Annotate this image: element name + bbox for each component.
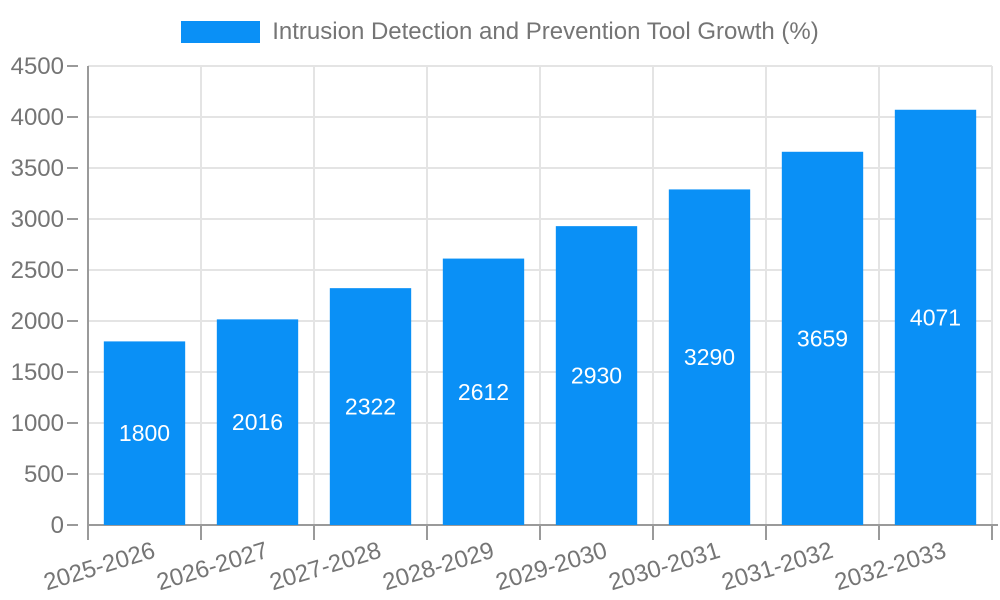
bar-value-label: 2612 <box>458 379 509 405</box>
bar-2031-2032[interactable] <box>781 151 864 526</box>
bar-2029-2030[interactable] <box>555 226 638 525</box>
legend-label: Intrusion Detection and Prevention Tool … <box>272 18 819 45</box>
x-axis-label-2028-2029: 2028-2029 <box>380 537 498 596</box>
x-axis-label-2026-2027: 2026-2027 <box>154 537 272 596</box>
bar-2026-2027[interactable] <box>216 319 299 525</box>
bar-2027-2028[interactable] <box>329 288 412 525</box>
x-axis-label-2030-2031: 2030-2031 <box>606 537 724 596</box>
bar-2028-2029[interactable] <box>442 258 525 525</box>
bar-value-label: 1800 <box>119 420 170 446</box>
x-axis-label-2027-2028: 2027-2028 <box>267 537 385 596</box>
y-axis-label: 4000 <box>11 104 64 131</box>
bar-value-label: 4071 <box>910 304 961 330</box>
y-axis-label: 0 <box>51 512 64 539</box>
y-axis-label: 2000 <box>11 308 64 335</box>
y-axis-label: 4500 <box>11 53 64 80</box>
x-axis-label-2031-2032: 2031-2032 <box>719 537 837 596</box>
y-axis-label: 2500 <box>11 257 64 284</box>
x-axis-label-2025-2026: 2025-2026 <box>41 537 159 596</box>
bar-value-label: 2016 <box>232 409 283 435</box>
bar-value-label: 3659 <box>797 325 848 351</box>
bar-value-label: 3290 <box>684 344 735 370</box>
bar-value-label: 2930 <box>571 363 622 389</box>
x-axis-label-2029-2030: 2029-2030 <box>493 537 611 596</box>
y-axis-label: 1500 <box>11 359 64 386</box>
bar-2025-2026[interactable] <box>103 341 186 525</box>
legend-item[interactable]: Intrusion Detection and Prevention Tool … <box>0 19 1000 45</box>
y-axis-label: 3000 <box>11 206 64 233</box>
bar-2030-2031[interactable] <box>668 189 751 526</box>
y-axis-label: 3500 <box>11 155 64 182</box>
x-axis-label-2032-2033: 2032-2033 <box>832 537 950 596</box>
y-axis-label: 500 <box>24 461 64 488</box>
y-axis-label: 1000 <box>11 410 64 437</box>
bar-value-label: 2322 <box>345 394 396 420</box>
bar-2032-2033[interactable] <box>894 109 977 526</box>
legend-swatch <box>181 21 261 43</box>
